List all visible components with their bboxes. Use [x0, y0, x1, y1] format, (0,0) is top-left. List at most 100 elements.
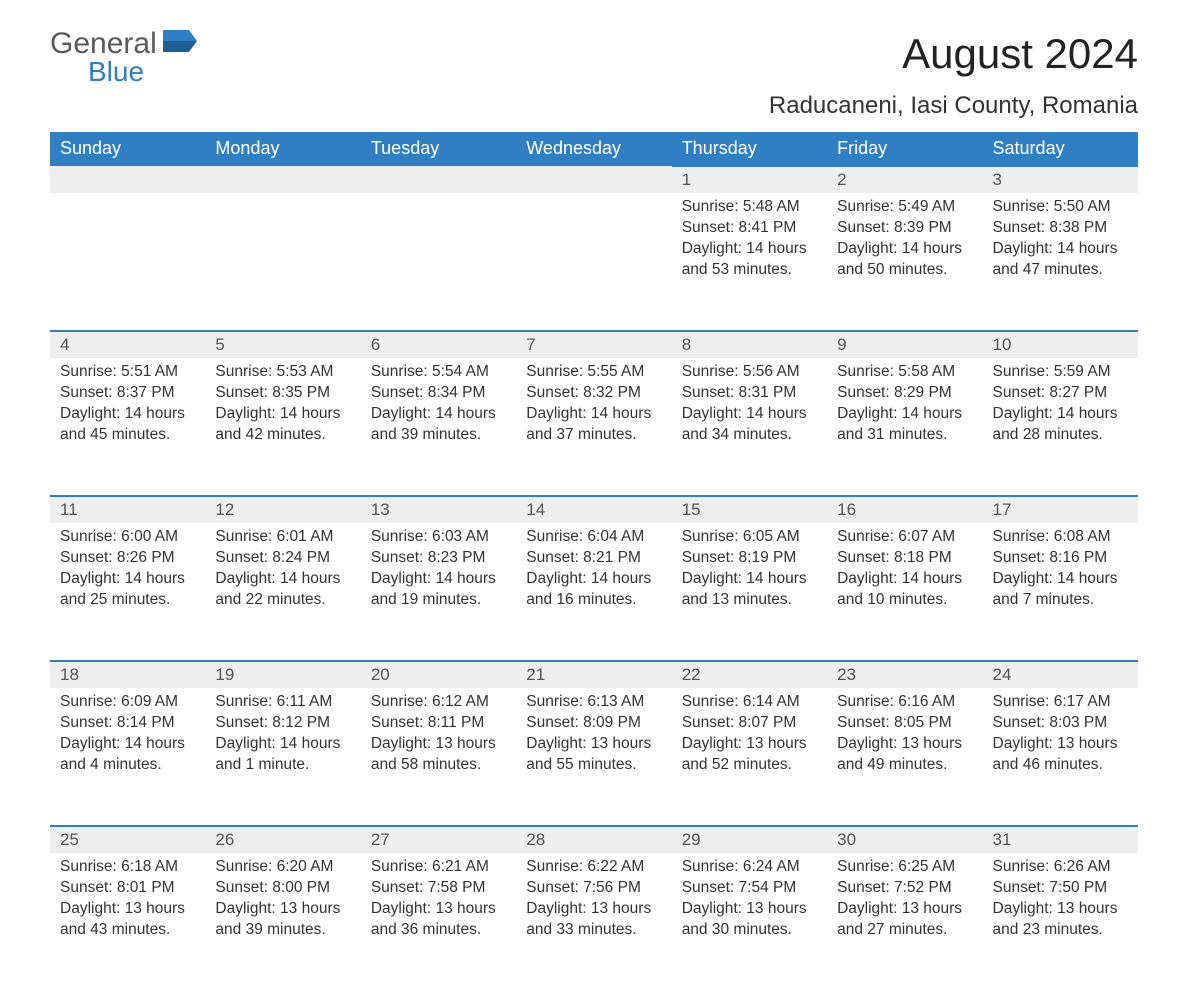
sunrise-text: Sunrise: 6:26 AM: [993, 857, 1128, 878]
day-number-cell: 18: [50, 661, 205, 688]
day-content-cell: Sunrise: 6:01 AMSunset: 8:24 PMDaylight:…: [205, 523, 360, 661]
col-header: Wednesday: [516, 132, 671, 166]
sunrise-text: Sunrise: 5:50 AM: [993, 197, 1128, 218]
sunset-text: Sunset: 8:37 PM: [60, 383, 195, 404]
day-number-cell: [205, 166, 360, 193]
day-number-cell: 25: [50, 826, 205, 853]
daylight2-text: and 16 minutes.: [526, 590, 661, 611]
daylight1-text: Daylight: 14 hours: [371, 569, 506, 590]
sunrise-text: Sunrise: 6:24 AM: [682, 857, 817, 878]
daylight1-text: Daylight: 13 hours: [526, 899, 661, 920]
col-header: Sunday: [50, 132, 205, 166]
sunrise-text: Sunrise: 5:58 AM: [837, 362, 972, 383]
day-content-cell: Sunrise: 5:51 AMSunset: 8:37 PMDaylight:…: [50, 358, 205, 496]
day-content-cell: Sunrise: 6:26 AMSunset: 7:50 PMDaylight:…: [983, 853, 1138, 991]
col-header: Saturday: [983, 132, 1138, 166]
day-content-cell: Sunrise: 6:05 AMSunset: 8:19 PMDaylight:…: [672, 523, 827, 661]
daylight2-text: and 22 minutes.: [215, 590, 350, 611]
logo-flag-icon: [163, 30, 197, 55]
sunrise-text: Sunrise: 5:49 AM: [837, 197, 972, 218]
day-content-cell: Sunrise: 6:16 AMSunset: 8:05 PMDaylight:…: [827, 688, 982, 826]
sunset-text: Sunset: 8:14 PM: [60, 713, 195, 734]
sunrise-text: Sunrise: 6:01 AM: [215, 527, 350, 548]
sunset-text: Sunset: 8:31 PM: [682, 383, 817, 404]
day-content-cell: Sunrise: 5:58 AMSunset: 8:29 PMDaylight:…: [827, 358, 982, 496]
day-content-cell: Sunrise: 5:54 AMSunset: 8:34 PMDaylight:…: [361, 358, 516, 496]
daylight1-text: Daylight: 14 hours: [837, 569, 972, 590]
daylight1-text: Daylight: 14 hours: [60, 734, 195, 755]
col-header: Tuesday: [361, 132, 516, 166]
day-number-cell: 16: [827, 496, 982, 523]
daylight1-text: Daylight: 14 hours: [993, 569, 1128, 590]
sunrise-text: Sunrise: 6:14 AM: [682, 692, 817, 713]
sunset-text: Sunset: 7:50 PM: [993, 878, 1128, 899]
day-number-cell: 3: [983, 166, 1138, 193]
sunset-text: Sunset: 8:41 PM: [682, 218, 817, 239]
day-content-cell: Sunrise: 5:48 AMSunset: 8:41 PMDaylight:…: [672, 193, 827, 331]
sunrise-text: Sunrise: 6:12 AM: [371, 692, 506, 713]
day-number-cell: 9: [827, 331, 982, 358]
day-content-cell: Sunrise: 6:00 AMSunset: 8:26 PMDaylight:…: [50, 523, 205, 661]
daylight1-text: Daylight: 14 hours: [526, 569, 661, 590]
sunrise-text: Sunrise: 6:21 AM: [371, 857, 506, 878]
daylight2-text: and 33 minutes.: [526, 920, 661, 941]
daylight1-text: Daylight: 14 hours: [215, 734, 350, 755]
daylight2-text: and 10 minutes.: [837, 590, 972, 611]
day-number-cell: 10: [983, 331, 1138, 358]
day-number-cell: 28: [516, 826, 671, 853]
calendar-daynum-row: 18192021222324: [50, 661, 1138, 688]
calendar-table: Sunday Monday Tuesday Wednesday Thursday…: [50, 132, 1138, 991]
daylight2-text: and 31 minutes.: [837, 425, 972, 446]
daylight2-text: and 30 minutes.: [682, 920, 817, 941]
page-subtitle: Raducaneni, Iasi County, Romania: [50, 92, 1138, 120]
day-number-cell: 8: [672, 331, 827, 358]
day-number-cell: 22: [672, 661, 827, 688]
logo-text-blue: Blue: [88, 59, 197, 86]
daylight2-text: and 43 minutes.: [60, 920, 195, 941]
calendar-daynum-row: 11121314151617: [50, 496, 1138, 523]
calendar-content-row: Sunrise: 6:18 AMSunset: 8:01 PMDaylight:…: [50, 853, 1138, 991]
day-content-cell: Sunrise: 6:21 AMSunset: 7:58 PMDaylight:…: [361, 853, 516, 991]
day-content-cell: Sunrise: 5:56 AMSunset: 8:31 PMDaylight:…: [672, 358, 827, 496]
day-number-cell: 23: [827, 661, 982, 688]
day-content-cell: Sunrise: 6:08 AMSunset: 8:16 PMDaylight:…: [983, 523, 1138, 661]
col-header: Thursday: [672, 132, 827, 166]
day-number-cell: 6: [361, 331, 516, 358]
sunset-text: Sunset: 8:05 PM: [837, 713, 972, 734]
day-content-cell: [361, 193, 516, 331]
day-number-cell: 2: [827, 166, 982, 193]
daylight2-text: and 50 minutes.: [837, 260, 972, 281]
sunrise-text: Sunrise: 6:05 AM: [682, 527, 817, 548]
daylight1-text: Daylight: 14 hours: [682, 404, 817, 425]
sunset-text: Sunset: 8:29 PM: [837, 383, 972, 404]
day-content-cell: Sunrise: 6:03 AMSunset: 8:23 PMDaylight:…: [361, 523, 516, 661]
day-content-cell: Sunrise: 6:04 AMSunset: 8:21 PMDaylight:…: [516, 523, 671, 661]
daylight1-text: Daylight: 14 hours: [60, 404, 195, 425]
sunrise-text: Sunrise: 6:17 AM: [993, 692, 1128, 713]
day-number-cell: 21: [516, 661, 671, 688]
brand-logo: General Blue: [50, 30, 197, 86]
day-number-cell: 7: [516, 331, 671, 358]
sunset-text: Sunset: 8:12 PM: [215, 713, 350, 734]
calendar-daynum-row: 123: [50, 166, 1138, 193]
day-content-cell: Sunrise: 6:25 AMSunset: 7:52 PMDaylight:…: [827, 853, 982, 991]
sunrise-text: Sunrise: 5:56 AM: [682, 362, 817, 383]
sunset-text: Sunset: 8:07 PM: [682, 713, 817, 734]
day-number-cell: 29: [672, 826, 827, 853]
sunset-text: Sunset: 8:32 PM: [526, 383, 661, 404]
daylight2-text: and 52 minutes.: [682, 755, 817, 776]
sunset-text: Sunset: 8:35 PM: [215, 383, 350, 404]
daylight1-text: Daylight: 13 hours: [371, 734, 506, 755]
day-number-cell: [361, 166, 516, 193]
calendar-content-row: Sunrise: 5:48 AMSunset: 8:41 PMDaylight:…: [50, 193, 1138, 331]
daylight1-text: Daylight: 13 hours: [993, 734, 1128, 755]
daylight1-text: Daylight: 14 hours: [682, 239, 817, 260]
daylight1-text: Daylight: 14 hours: [993, 404, 1128, 425]
sunrise-text: Sunrise: 5:55 AM: [526, 362, 661, 383]
col-header: Monday: [205, 132, 360, 166]
sunset-text: Sunset: 8:26 PM: [60, 548, 195, 569]
daylight1-text: Daylight: 13 hours: [993, 899, 1128, 920]
sunset-text: Sunset: 7:52 PM: [837, 878, 972, 899]
day-number-cell: 30: [827, 826, 982, 853]
day-content-cell: Sunrise: 5:53 AMSunset: 8:35 PMDaylight:…: [205, 358, 360, 496]
